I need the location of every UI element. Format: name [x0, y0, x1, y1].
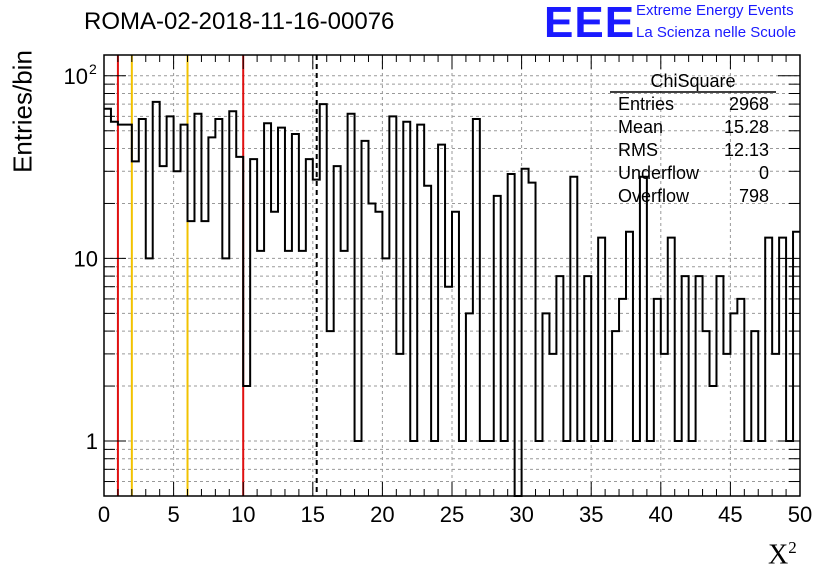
stats-box: ChiSquare Entries 2968 Mean 15.28 RMS 12.13 Und… [610, 71, 776, 206]
stats-label: RMS [618, 140, 658, 160]
x-tick-label: 35 [579, 502, 603, 527]
y-tick-label: 10 [64, 64, 88, 89]
x-tick-label: 10 [231, 502, 255, 527]
stats-label: Entries [618, 94, 674, 114]
stats-value: 798 [739, 186, 769, 206]
eee-logo: EEE [544, 0, 636, 47]
x-tick-label: 15 [301, 502, 325, 527]
stats-title: ChiSquare [650, 71, 735, 91]
stats-value: 2968 [729, 94, 769, 114]
x-tick-label: 30 [509, 502, 533, 527]
x-tick-label: 45 [718, 502, 742, 527]
reference-lines [116, 55, 318, 496]
stats-value: 0 [759, 163, 769, 183]
x-tick-label: 5 [167, 502, 179, 527]
stats-label: Underflow [618, 163, 700, 183]
y-axis-label: Entries/bin [7, 50, 38, 173]
stats-value: 12.13 [724, 140, 769, 160]
y-tick-exponent: 2 [89, 61, 97, 77]
stats-label: Overflow [618, 186, 690, 206]
stats-label: Mean [618, 117, 663, 137]
logo-line-2: La Scienza nelle Scuole [636, 24, 797, 41]
stats-value: 15.28 [724, 117, 769, 137]
y-tick-label: 10 [74, 246, 98, 271]
y-tick-label: 1 [86, 429, 98, 454]
x-tick-label: 50 [788, 502, 812, 527]
x-tick-label: 40 [649, 502, 673, 527]
x-tick-label: 25 [440, 502, 464, 527]
x-tick-label: 0 [98, 502, 110, 527]
logo-line-1: Extreme Energy Events [636, 2, 794, 19]
x-tick-label: 20 [370, 502, 394, 527]
chart-title: ROMA-02-2018-11-16-00076 [84, 8, 395, 35]
histogram-series [104, 100, 800, 497]
x-axis-label: X2 [768, 538, 797, 571]
